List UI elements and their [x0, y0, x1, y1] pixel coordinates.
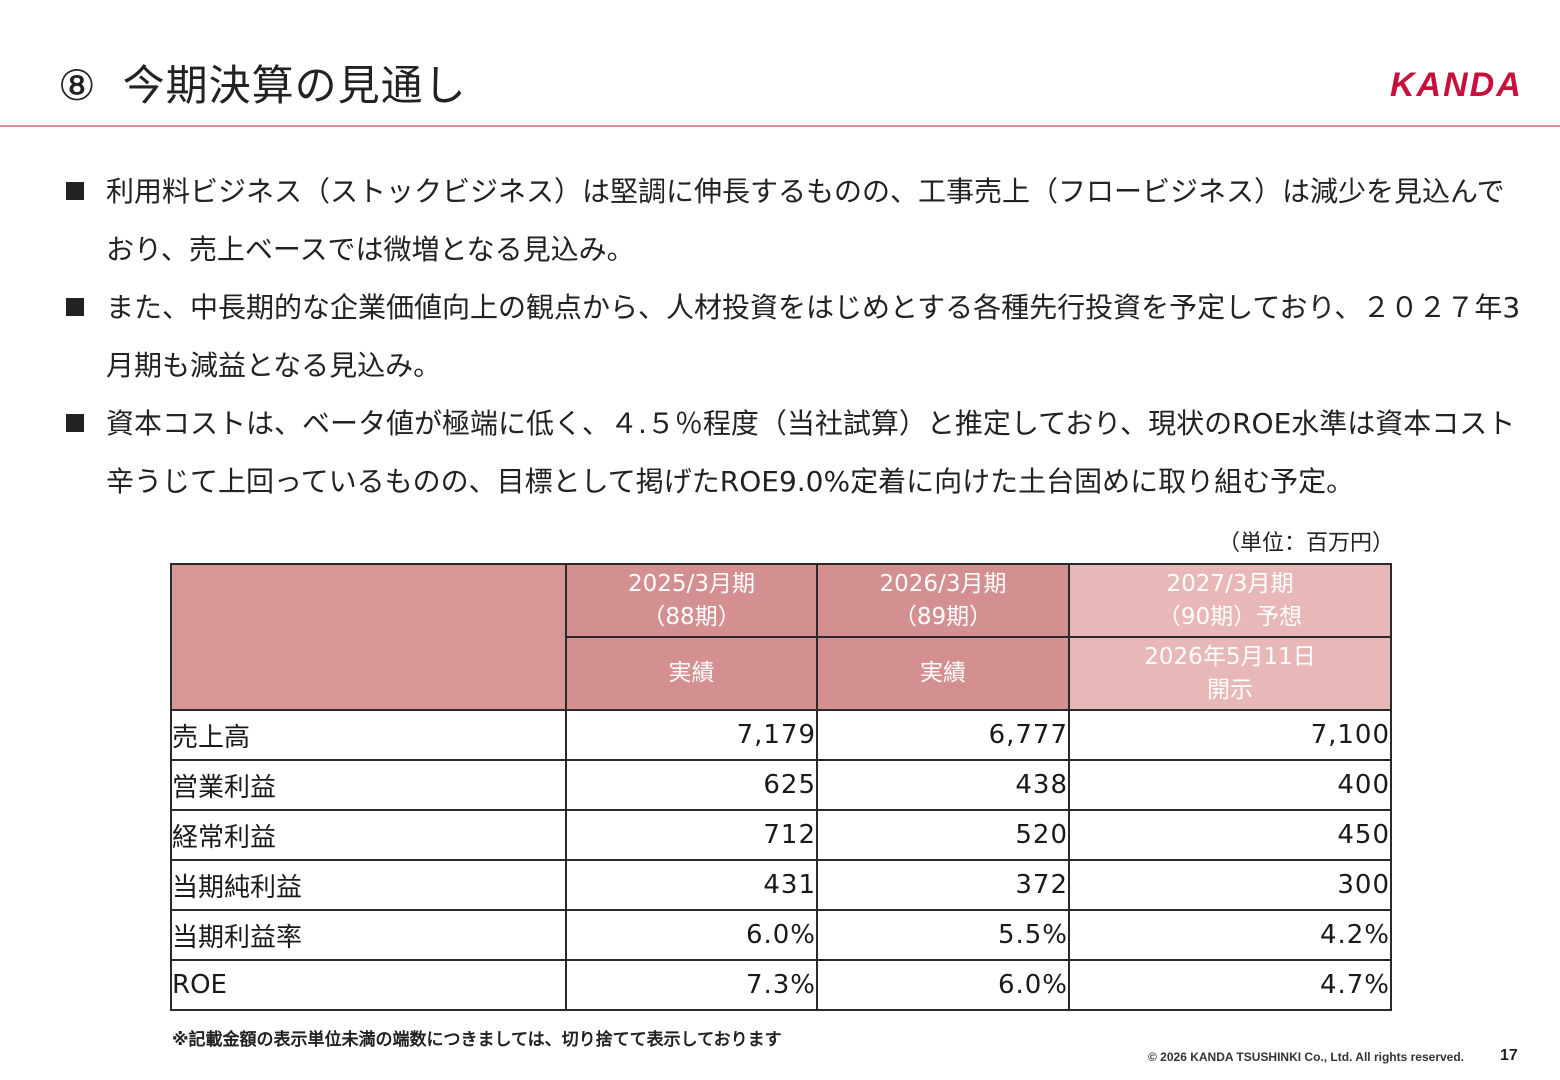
bullet-item: 資本コストは、ベータ値が極端に低く、４.５％程度（当社試算）と推定しており、現状… [66, 395, 1526, 511]
cell-value: 372 [816, 859, 1070, 911]
cell-value: 431 [565, 859, 818, 911]
table-header-row: 2025/3月期 （88期） 2026/3月期 （89期） 2027/3月期 （… [170, 563, 1392, 711]
row-label: 当期利益率 [170, 909, 567, 961]
copyright: © 2026 KANDA TSUSHINKI Co., Ltd. All rig… [1148, 1050, 1465, 1064]
section-number: ⑧ [58, 61, 97, 110]
unit-note: （単位：百万円） [1218, 531, 1395, 556]
company-logo: KANDA [1390, 66, 1523, 104]
table-corner-cell [170, 563, 567, 711]
cell-value: 4.7% [1068, 959, 1392, 1011]
bullet-list: 利用料ビジネス（ストックビジネス）は堅調に伸長するものの、工事売上（フロービジネ… [66, 163, 1526, 511]
row-label: 当期純利益 [170, 859, 567, 911]
table-row: 経常利益 712 520 450 [170, 809, 1392, 861]
cell-value: 7,179 [565, 709, 818, 761]
cell-value: 7.3% [565, 959, 818, 1011]
row-label: 経常利益 [170, 809, 567, 861]
page-title-text: 今期決算の見通し [122, 61, 467, 110]
footnote: ※記載金額の表示単位未満の端数につきましては、切り捨てて表示しております [172, 1030, 782, 1050]
cell-value: 4.2% [1068, 909, 1392, 961]
cell-value: 6,777 [816, 709, 1070, 761]
row-label: 営業利益 [170, 759, 567, 811]
subheader-forecast-2027: 2026年5月11日 開示 [1068, 636, 1392, 711]
square-bullet-icon [66, 182, 84, 200]
column-header-fy2025: 2025/3月期 （88期） [565, 563, 818, 638]
cell-value: 450 [1068, 809, 1392, 861]
cell-value: 712 [565, 809, 818, 861]
column-header-fy2027: 2027/3月期 （90期）予想 [1068, 563, 1392, 638]
row-label: ROE [170, 959, 567, 1011]
bullet-item: また、中長期的な企業価値向上の観点から、人材投資をはじめとする各種先行投資を予定… [66, 279, 1526, 395]
bullet-item: 利用料ビジネス（ストックビジネス）は堅調に伸長するものの、工事売上（フロービジネ… [66, 163, 1526, 279]
cell-value: 6.0% [565, 909, 818, 961]
cell-value: 438 [816, 759, 1070, 811]
cell-value: 7,100 [1068, 709, 1392, 761]
header-divider [0, 125, 1560, 127]
cell-value: 6.0% [816, 959, 1070, 1011]
table-row: 当期純利益 431 372 300 [170, 859, 1392, 911]
table-row: ROE 7.3% 6.0% 4.7% [170, 959, 1392, 1011]
square-bullet-icon [66, 298, 84, 316]
cell-value: 400 [1068, 759, 1392, 811]
table-row: 売上高 7,179 6,777 7,100 [170, 709, 1392, 761]
page-title: ⑧ 今期決算の見通し [58, 52, 467, 113]
subheader-actual-2025: 実績 [565, 636, 818, 711]
square-bullet-icon [66, 414, 84, 432]
financial-forecast-table: 2025/3月期 （88期） 2026/3月期 （89期） 2027/3月期 （… [170, 563, 1392, 1011]
table-subheader-row: 実績 実績 2026年5月11日 開示 [171, 636, 1392, 711]
subheader-actual-2026: 実績 [816, 636, 1070, 711]
table-row: 当期利益率 6.0% 5.5% 4.2% [170, 909, 1392, 961]
cell-value: 300 [1068, 859, 1392, 911]
cell-value: 520 [816, 809, 1070, 861]
cell-value: 5.5% [816, 909, 1070, 961]
row-label: 売上高 [170, 709, 567, 761]
table-row: 営業利益 625 438 400 [170, 759, 1392, 811]
column-header-fy2026: 2026/3月期 （89期） [816, 563, 1070, 638]
cell-value: 625 [565, 759, 818, 811]
page-number: 17 [1500, 1047, 1518, 1064]
